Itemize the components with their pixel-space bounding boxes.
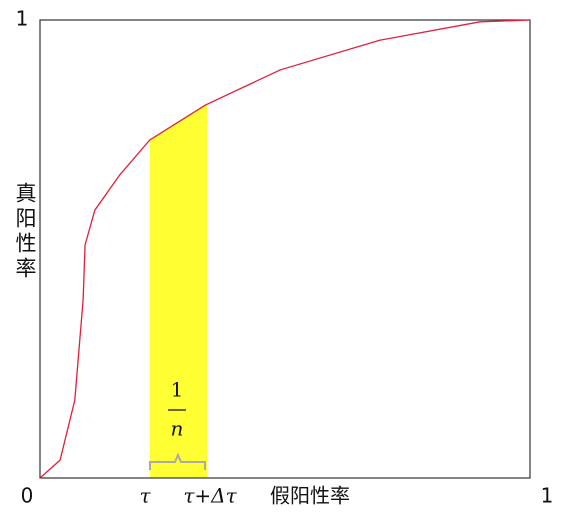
tau-plus-label: τ+Δτ <box>183 484 237 508</box>
fraction-denominator: n <box>171 417 184 441</box>
y-tick-label: 1 <box>16 7 29 31</box>
highlight-band <box>149 104 208 478</box>
x-tick-label: 1 <box>541 484 554 508</box>
x-axis-label: 假阳性率 <box>270 484 350 508</box>
brace <box>149 452 206 470</box>
plot-frame <box>39 19 531 479</box>
band-layer <box>149 104 208 478</box>
tau-label: τ <box>139 484 151 508</box>
x-tick-label: 0 <box>21 484 34 508</box>
y-axis-label: 真阳性率 <box>13 182 37 282</box>
fraction-numerator: 1 <box>171 378 184 402</box>
roc-curve <box>39 19 531 479</box>
